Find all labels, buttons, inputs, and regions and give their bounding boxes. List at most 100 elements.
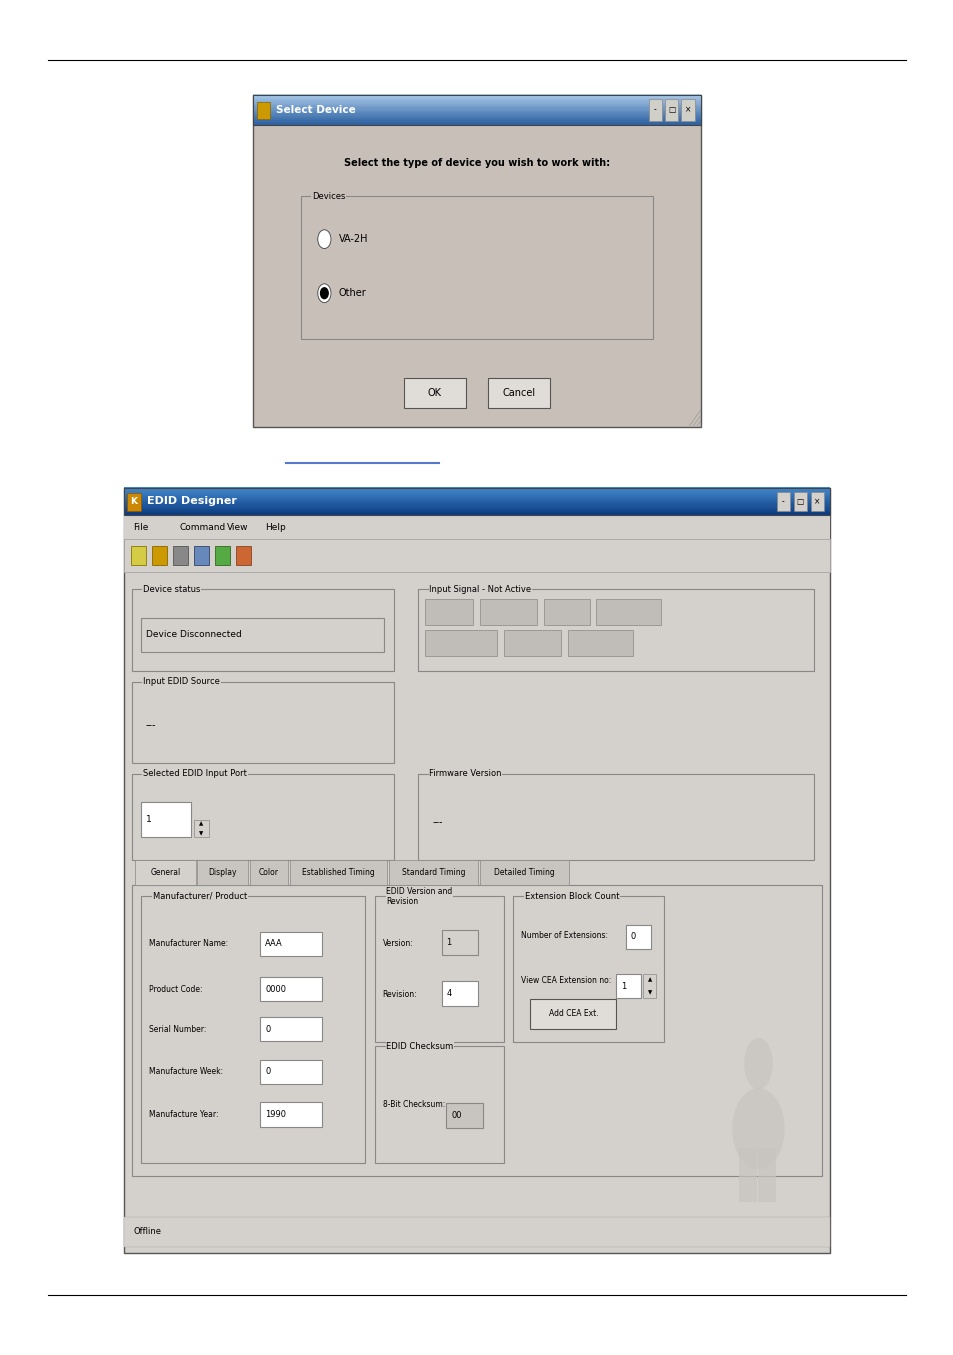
- Bar: [793, 492, 806, 511]
- Text: 1: 1: [620, 982, 626, 991]
- Text: ---: ---: [146, 720, 156, 730]
- Bar: [250, 860, 288, 885]
- Text: EDID Version and
Revision: EDID Version and Revision: [386, 886, 452, 906]
- Text: Select the type of device you wish to work with:: Select the type of device you wish to wo…: [344, 157, 609, 168]
- Bar: [124, 509, 829, 512]
- Text: View CEA Extension no:: View CEA Extension no:: [520, 977, 611, 985]
- Bar: [758, 1148, 775, 1202]
- Text: ▼: ▼: [647, 991, 651, 996]
- Bar: [253, 102, 700, 103]
- Text: OK: OK: [427, 388, 441, 398]
- Bar: [124, 514, 829, 515]
- Bar: [253, 98, 700, 100]
- Text: Number of Extensions:: Number of Extensions:: [520, 931, 607, 940]
- Text: Revision:: Revision:: [382, 989, 416, 999]
- Text: General: General: [151, 869, 180, 877]
- Bar: [253, 108, 700, 110]
- Text: 1990: 1990: [265, 1110, 286, 1119]
- Bar: [253, 95, 700, 427]
- Bar: [124, 511, 829, 512]
- Bar: [300, 196, 653, 339]
- Bar: [253, 123, 700, 125]
- Bar: [253, 110, 700, 111]
- Bar: [417, 589, 813, 671]
- Bar: [253, 103, 700, 104]
- Bar: [124, 509, 829, 511]
- Text: Offline: Offline: [133, 1228, 161, 1236]
- Text: Input Signal - Not Active: Input Signal - Not Active: [429, 585, 531, 593]
- Bar: [253, 115, 700, 118]
- Text: □: □: [796, 497, 803, 505]
- Text: 1: 1: [446, 938, 452, 947]
- Text: ×: ×: [684, 106, 690, 114]
- Bar: [596, 599, 660, 625]
- Bar: [124, 508, 829, 509]
- Text: Selected EDID Input Port: Selected EDID Input Port: [143, 770, 247, 778]
- Text: K: K: [131, 497, 137, 505]
- Bar: [124, 493, 829, 496]
- Text: File: File: [133, 523, 149, 531]
- Bar: [403, 378, 465, 408]
- Bar: [197, 860, 248, 885]
- Bar: [642, 974, 656, 999]
- Bar: [193, 820, 209, 837]
- Text: Detailed Timing: Detailed Timing: [494, 869, 554, 877]
- Bar: [253, 96, 700, 99]
- Bar: [253, 104, 700, 107]
- Bar: [253, 114, 700, 115]
- Text: Help: Help: [265, 523, 286, 531]
- Bar: [124, 489, 829, 491]
- Bar: [417, 774, 813, 860]
- Text: Display: Display: [209, 869, 236, 877]
- Bar: [124, 493, 829, 495]
- Bar: [214, 546, 230, 565]
- Bar: [253, 95, 700, 125]
- Bar: [253, 100, 700, 102]
- Text: Devices: Devices: [312, 192, 345, 201]
- Bar: [253, 114, 700, 117]
- Bar: [253, 117, 700, 119]
- Bar: [124, 488, 829, 1253]
- Bar: [132, 589, 394, 671]
- Bar: [253, 104, 700, 106]
- Text: Other: Other: [338, 289, 366, 298]
- Bar: [625, 924, 650, 948]
- Text: Version:: Version:: [382, 939, 413, 947]
- Circle shape: [317, 283, 331, 302]
- Bar: [124, 488, 829, 491]
- Text: 0000: 0000: [265, 985, 286, 993]
- Bar: [124, 1217, 829, 1247]
- Bar: [253, 118, 700, 119]
- Bar: [124, 488, 829, 489]
- Text: Command: Command: [179, 523, 225, 531]
- Bar: [441, 981, 477, 1005]
- Text: Device Disconnected: Device Disconnected: [146, 630, 241, 640]
- Text: EDID Checksum: EDID Checksum: [386, 1042, 453, 1050]
- Text: 4: 4: [446, 989, 452, 999]
- Bar: [253, 107, 700, 110]
- Text: Extension Block Count: Extension Block Count: [524, 892, 618, 901]
- Text: Serial Number:: Serial Number:: [149, 1024, 206, 1034]
- Text: Select Device: Select Device: [275, 104, 355, 115]
- Text: Standard Timing: Standard Timing: [401, 869, 465, 877]
- Text: -: -: [654, 106, 656, 114]
- Text: Manufacture Year:: Manufacture Year:: [149, 1110, 218, 1119]
- Text: 1: 1: [146, 816, 152, 824]
- Text: Input EDID Source: Input EDID Source: [143, 678, 220, 686]
- Text: ▲: ▲: [647, 977, 651, 982]
- Bar: [543, 599, 589, 625]
- Circle shape: [317, 230, 331, 249]
- Bar: [664, 99, 678, 121]
- Bar: [425, 599, 473, 625]
- Bar: [124, 492, 829, 493]
- Text: Device status: Device status: [143, 585, 200, 593]
- Text: ▼: ▼: [199, 831, 203, 836]
- Bar: [131, 546, 146, 565]
- Text: Established Timing: Established Timing: [302, 869, 375, 877]
- Bar: [260, 1060, 322, 1084]
- Text: -: -: [781, 497, 783, 505]
- Bar: [253, 112, 700, 114]
- Bar: [260, 977, 322, 1001]
- Bar: [127, 493, 141, 511]
- Circle shape: [320, 287, 328, 298]
